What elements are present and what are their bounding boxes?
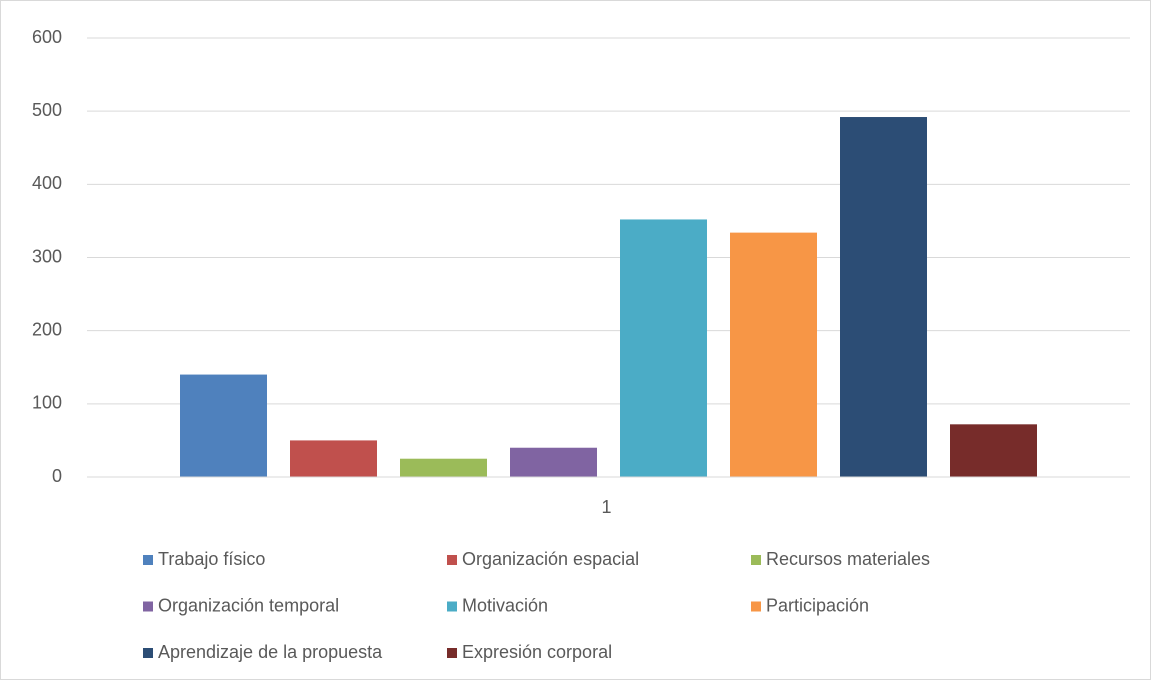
legend-label: Expresión corporal	[462, 642, 612, 662]
legend-label: Motivación	[462, 595, 548, 615]
legend-label: Organización temporal	[158, 595, 339, 615]
y-tick-label: 400	[32, 173, 62, 193]
bar	[400, 458, 487, 477]
legend-label: Trabajo físico	[158, 549, 265, 569]
legend-swatch	[143, 648, 153, 658]
legend-label: Aprendizaje de la propuesta	[158, 642, 383, 662]
bar	[730, 232, 817, 477]
bar	[950, 424, 1037, 477]
y-tick-label: 200	[32, 319, 62, 339]
bar	[180, 374, 267, 477]
legend-label: Recursos materiales	[766, 549, 930, 569]
x-tick-label: 1	[601, 497, 611, 517]
legend-swatch	[447, 648, 457, 658]
legend-swatch	[751, 555, 761, 565]
y-tick-label: 500	[32, 100, 62, 120]
legend-swatch	[143, 555, 153, 565]
y-tick-label: 300	[32, 246, 62, 266]
y-tick-label: 600	[32, 27, 62, 47]
y-tick-label: 100	[32, 393, 62, 413]
legend-label: Organización espacial	[462, 549, 639, 569]
legend-swatch	[447, 601, 457, 612]
legend-label: Participación	[766, 595, 869, 615]
y-tick-label: 0	[52, 466, 62, 486]
bar	[510, 447, 597, 477]
bar	[290, 440, 377, 477]
bar	[620, 219, 707, 477]
bar	[840, 117, 927, 478]
legend-swatch	[751, 601, 761, 612]
legend-swatch	[143, 601, 153, 612]
legend-swatch	[447, 555, 457, 565]
